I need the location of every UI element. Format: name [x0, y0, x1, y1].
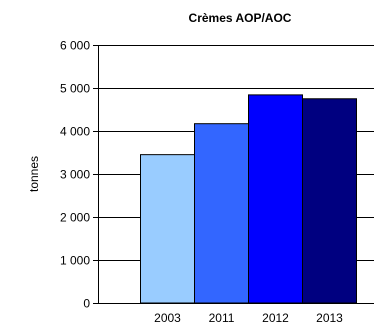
x-tick-labels: 2003 2011 2012 2013	[154, 311, 343, 325]
y-tick-labels: 0 1 000 2 000 3 000 4 000 5 000 6 000	[60, 39, 90, 311]
bars	[140, 94, 357, 304]
x-tick-label: 2003	[154, 311, 181, 325]
y-axis-label: tonnes	[27, 156, 41, 192]
bar-2013	[302, 98, 357, 304]
bar-2003	[140, 154, 195, 304]
axes	[93, 45, 374, 304]
y-tick-label: 4 000	[60, 125, 90, 139]
x-tick-label: 2013	[316, 311, 343, 325]
y-tick-label: 3 000	[60, 168, 90, 182]
y-tick-label: 2 000	[60, 211, 90, 225]
x-tick-label: 2012	[262, 311, 289, 325]
y-tick-label: 0	[83, 297, 90, 311]
x-tick-label: 2011	[209, 311, 235, 325]
bar-2011	[194, 123, 249, 304]
y-tick-label: 5 000	[60, 82, 90, 96]
y-tick-label: 6 000	[60, 39, 90, 53]
bar-2012	[248, 94, 303, 304]
y-tick-label: 1 000	[60, 254, 90, 268]
chart-title: Crèmes AOP/AOC	[189, 11, 292, 25]
